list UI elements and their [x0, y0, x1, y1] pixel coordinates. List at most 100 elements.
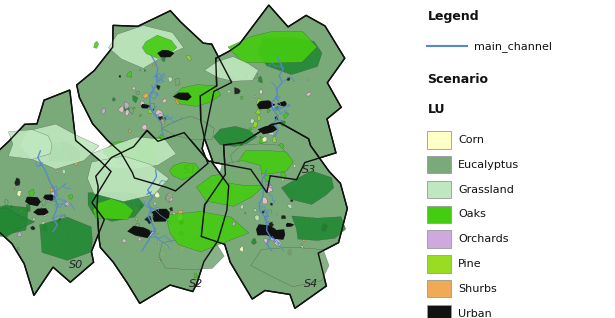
Polygon shape [149, 103, 155, 110]
Polygon shape [263, 105, 264, 107]
Polygon shape [137, 192, 140, 195]
Polygon shape [70, 153, 73, 157]
Polygon shape [200, 5, 345, 192]
Polygon shape [277, 213, 278, 216]
Polygon shape [64, 154, 67, 159]
Polygon shape [42, 222, 46, 228]
Polygon shape [127, 226, 153, 238]
Polygon shape [300, 37, 302, 38]
Polygon shape [177, 215, 183, 221]
Polygon shape [262, 210, 264, 213]
Polygon shape [161, 120, 164, 124]
Polygon shape [282, 171, 334, 204]
Polygon shape [269, 101, 275, 108]
Polygon shape [74, 158, 79, 166]
Bar [427, 230, 451, 248]
Polygon shape [119, 75, 121, 78]
Polygon shape [28, 197, 31, 200]
Polygon shape [41, 199, 44, 201]
Polygon shape [179, 219, 183, 225]
Polygon shape [157, 85, 161, 90]
Polygon shape [303, 239, 305, 242]
Polygon shape [258, 125, 277, 134]
Polygon shape [252, 238, 256, 244]
Polygon shape [157, 207, 159, 211]
Polygon shape [274, 240, 282, 246]
Polygon shape [139, 114, 141, 117]
Text: S1: S1 [183, 165, 197, 175]
Polygon shape [51, 192, 55, 198]
Polygon shape [293, 164, 296, 168]
Polygon shape [0, 90, 111, 295]
Polygon shape [201, 123, 347, 308]
Polygon shape [290, 199, 293, 202]
Polygon shape [47, 197, 50, 202]
Polygon shape [189, 238, 197, 246]
Polygon shape [141, 104, 151, 108]
Polygon shape [118, 106, 124, 113]
Polygon shape [253, 72, 258, 79]
Polygon shape [96, 130, 229, 303]
Bar [427, 255, 451, 273]
Polygon shape [133, 206, 139, 211]
Polygon shape [155, 192, 160, 198]
Polygon shape [276, 176, 277, 177]
Polygon shape [275, 116, 278, 120]
Polygon shape [143, 93, 148, 99]
Polygon shape [204, 57, 258, 81]
Polygon shape [40, 217, 92, 260]
Polygon shape [153, 64, 156, 66]
Polygon shape [77, 11, 232, 191]
Polygon shape [262, 106, 264, 108]
Polygon shape [17, 231, 22, 237]
Polygon shape [41, 207, 43, 211]
Polygon shape [213, 126, 256, 147]
Text: Oaks: Oaks [458, 209, 486, 219]
Text: main_channel: main_channel [474, 41, 552, 52]
Polygon shape [66, 218, 68, 221]
Polygon shape [15, 178, 20, 186]
Polygon shape [161, 214, 166, 219]
Polygon shape [268, 129, 274, 135]
Polygon shape [266, 218, 268, 220]
Polygon shape [308, 200, 309, 203]
Polygon shape [186, 55, 192, 60]
Polygon shape [58, 218, 61, 222]
Polygon shape [259, 89, 263, 94]
Polygon shape [48, 142, 80, 161]
Polygon shape [246, 75, 247, 77]
Polygon shape [256, 224, 276, 235]
Polygon shape [214, 63, 220, 71]
Polygon shape [161, 212, 166, 219]
Polygon shape [178, 231, 184, 237]
Polygon shape [270, 203, 272, 205]
Polygon shape [162, 116, 214, 139]
Polygon shape [269, 222, 274, 228]
Bar [427, 156, 451, 173]
Polygon shape [174, 85, 221, 107]
Polygon shape [287, 249, 292, 256]
Polygon shape [263, 197, 268, 204]
Text: Shurbs: Shurbs [458, 284, 497, 294]
Polygon shape [10, 206, 12, 208]
Polygon shape [264, 175, 270, 182]
Polygon shape [42, 199, 46, 206]
Polygon shape [322, 223, 328, 232]
Polygon shape [141, 124, 147, 130]
Polygon shape [286, 223, 295, 227]
Polygon shape [140, 101, 145, 107]
Polygon shape [161, 249, 166, 257]
Polygon shape [140, 69, 141, 71]
Polygon shape [164, 117, 166, 120]
Polygon shape [162, 99, 167, 103]
Polygon shape [238, 150, 293, 174]
Polygon shape [240, 96, 243, 100]
Polygon shape [257, 100, 276, 109]
Polygon shape [292, 216, 346, 240]
Polygon shape [157, 113, 160, 117]
Polygon shape [132, 213, 135, 217]
Polygon shape [130, 203, 133, 205]
Polygon shape [125, 109, 130, 116]
Polygon shape [132, 96, 138, 103]
Polygon shape [157, 50, 175, 58]
